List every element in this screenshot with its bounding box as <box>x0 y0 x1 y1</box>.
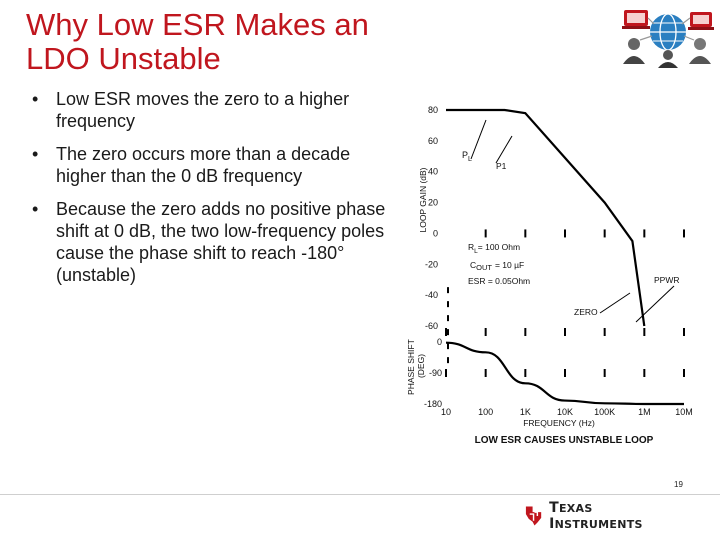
bullet-text: The zero occurs more than a decade highe… <box>56 144 351 186</box>
gain-tick-label: -60 <box>425 321 438 331</box>
person-icon <box>689 38 711 64</box>
zero-pointer <box>599 292 631 314</box>
phase-tick-label: -90 <box>429 368 442 378</box>
x-tick-label: 1M <box>638 407 651 417</box>
gain-tick-label: 0 <box>433 228 438 238</box>
person-icon <box>623 38 645 64</box>
person-icon <box>658 50 678 68</box>
pole-l-label: PL <box>462 150 472 163</box>
phase-curve <box>445 341 684 406</box>
x-axis-label: FREQUENCY (Hz) <box>523 418 595 428</box>
x-tick-label: 10M <box>675 407 693 417</box>
slide-number: 19 <box>674 480 683 489</box>
texas-instruments-logo: TEXAS INSTRUMENTS <box>524 500 684 532</box>
gain-tick-label: 20 <box>428 198 438 208</box>
x-tick-label: 100K <box>594 407 615 417</box>
x-tick-label: 10K <box>557 407 573 417</box>
bullet-list: • Low ESR moves the zero to a higher freq… <box>30 88 390 297</box>
x-tick-label: 10 <box>441 407 451 417</box>
x-tick-label: 1K <box>520 407 531 417</box>
rl-label: RL= 100 Ohm <box>468 242 520 255</box>
gain-tick-label: 40 <box>428 167 438 177</box>
bullet-dot-icon: • <box>32 89 39 109</box>
laptop-icon <box>622 10 650 29</box>
gain-tick-label: -40 <box>425 290 438 300</box>
gain-tick-label: -20 <box>425 259 438 269</box>
x-axis-ticks: 10 100 1K 10K 100K 1M 10M <box>441 407 693 417</box>
gain-curve <box>446 108 646 327</box>
bullet-dot-icon: • <box>32 199 39 219</box>
bullet-item: • Low ESR moves the zero to a higher freq… <box>30 88 390 132</box>
laptop-icon <box>688 12 714 30</box>
cout-label: COUT = 10 µF <box>470 260 524 272</box>
phase-y-ticks: 0 -90 -180 <box>424 337 442 409</box>
bullet-text: Low ESR moves the zero to a higher frequ… <box>56 89 350 131</box>
x-tick-label: 100 <box>478 407 493 417</box>
pole-l-pointer <box>470 119 487 160</box>
footer-divider <box>0 494 720 495</box>
network-people-logo <box>622 10 714 68</box>
bullet-dot-icon: • <box>32 144 39 164</box>
phase-y-axis-label: PHASE SHIFT (DEG) <box>406 337 426 395</box>
gain-tick-label: 60 <box>428 136 438 146</box>
slide-title: Why Low ESR Makes an LDO Unstable <box>26 7 369 76</box>
bullet-text: Because the zero adds no positive phase … <box>56 199 386 285</box>
ti-wordmark: TEXAS INSTRUMENTS <box>549 500 643 532</box>
gain-y-ticks: 80 60 40 20 0 -20 -40 -60 <box>425 105 438 331</box>
bullet-item: • Because the zero adds no positive phase… <box>30 198 390 286</box>
bullet-item: • The zero occurs more than a decade high… <box>30 143 390 187</box>
pole-1-pointer <box>495 135 513 164</box>
zero-label: ZERO <box>574 307 598 317</box>
gain-y-axis-label: LOOP GAIN (dB) <box>418 167 428 232</box>
connector-lines <box>639 17 695 41</box>
bode-plot: 80 60 40 20 0 -20 -40 -60 LOOP GAIN (dB) 0 -90 -1… <box>406 105 693 446</box>
phase-tick-label: -180 <box>424 399 442 409</box>
ppwr-label: PPWR <box>654 275 680 285</box>
ppwr-pointer <box>635 285 675 323</box>
gain-tick-label: 80 <box>428 105 438 115</box>
phase-tick-label: 0 <box>437 337 442 347</box>
pole-1-label: P1 <box>496 161 507 171</box>
ti-state-icon <box>525 506 542 526</box>
chart-caption: LOW ESR CAUSES UNSTABLE LOOP <box>475 435 654 446</box>
esr-label: ESR = 0.05Ohm <box>468 276 530 286</box>
decade-markers <box>445 229 685 377</box>
globe-icon <box>650 13 686 51</box>
